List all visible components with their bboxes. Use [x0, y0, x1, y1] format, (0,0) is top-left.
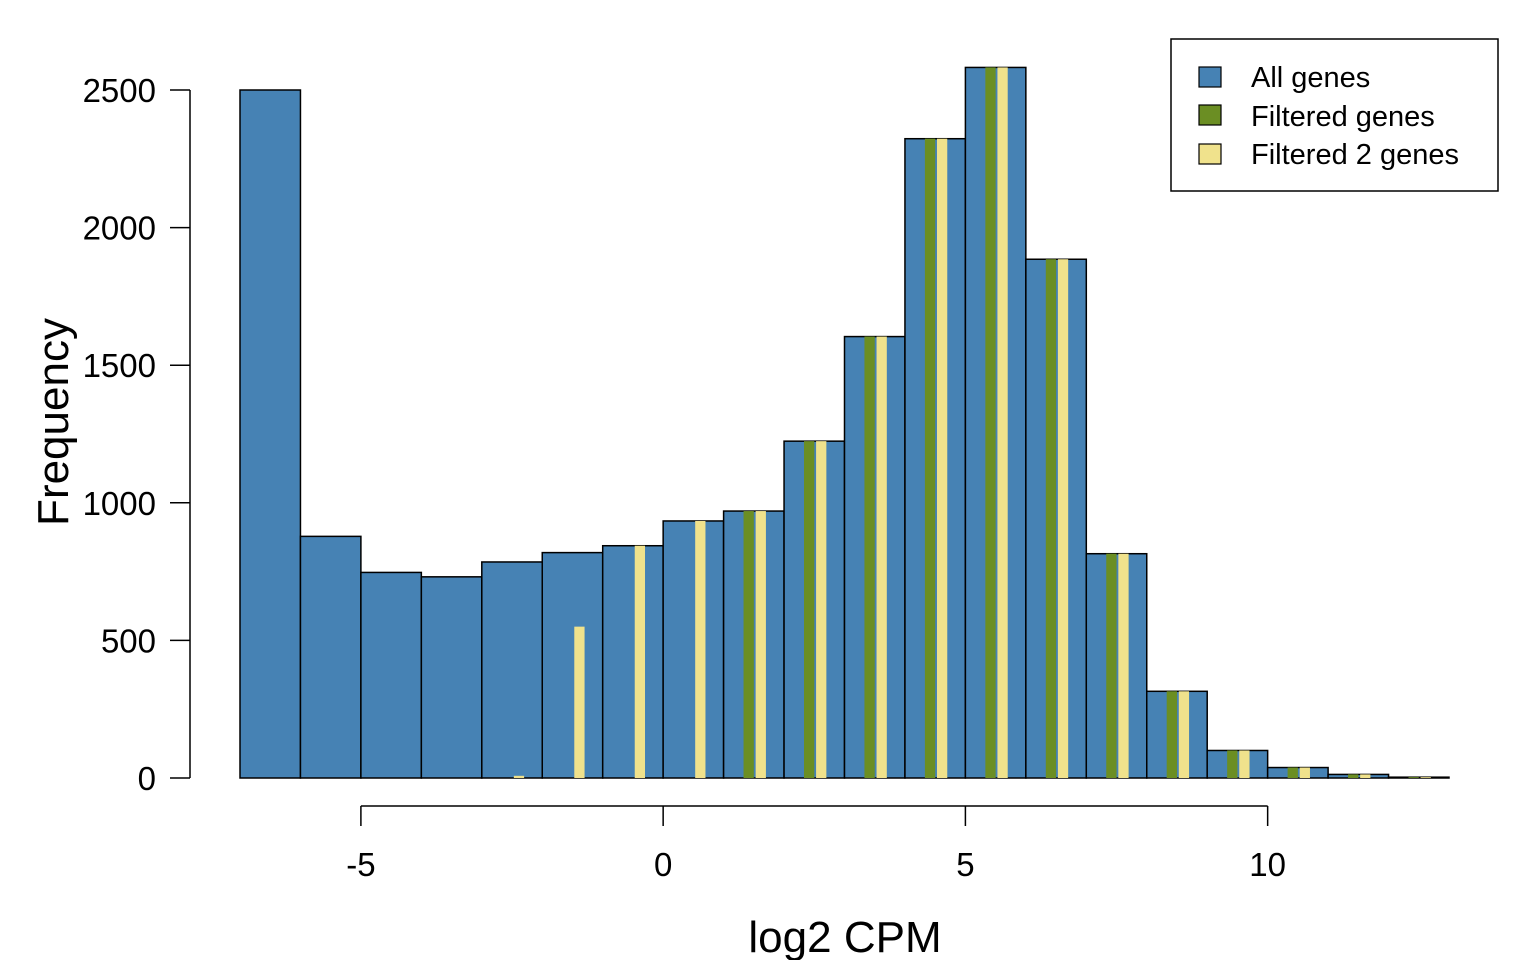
x-axis: -5 0 5 10	[346, 805, 1286, 883]
bar-filtered-2-genes	[1420, 777, 1431, 778]
bar-filtered-2-genes	[1178, 691, 1190, 778]
bar-filtered-genes	[743, 511, 754, 778]
bar-filtered-2-genes	[816, 441, 827, 778]
x-tick-label: 10	[1249, 846, 1286, 883]
x-tick-label: 5	[956, 846, 974, 883]
bar-filtered-genes	[1408, 777, 1419, 778]
bar-filtered-genes	[1106, 553, 1117, 778]
bar-filtered-genes	[1348, 774, 1359, 778]
y-axis-label: Frequency	[29, 318, 78, 526]
bar-filtered-2-genes	[1239, 750, 1250, 778]
bar-filtered-2-genes	[936, 138, 948, 779]
bar-all-genes	[239, 89, 302, 779]
y-tick-label: 2500	[83, 72, 156, 109]
bar-filtered-2-genes	[574, 626, 585, 778]
filtered-genes-bars	[743, 67, 1419, 779]
y-tick-label: 0	[138, 760, 156, 797]
bar-filtered-2-genes	[1118, 553, 1129, 778]
legend-label-filtered-2-genes: Filtered 2 genes	[1251, 139, 1459, 171]
bar-all-genes	[601, 544, 664, 779]
bar-all-genes	[783, 440, 846, 779]
bar-all-genes	[481, 561, 543, 779]
legend-swatch-all-genes	[1198, 66, 1222, 88]
x-tick-label: -5	[346, 846, 375, 883]
legend-label-all-genes: All genes	[1251, 62, 1370, 94]
bar-all-genes	[360, 571, 423, 779]
x-tick-label: 0	[654, 846, 672, 883]
y-tick-label: 1500	[83, 347, 156, 384]
bar-filtered-2-genes	[1057, 259, 1069, 778]
bar-filtered-2-genes	[755, 511, 766, 778]
bar-filtered-genes	[803, 441, 815, 778]
bar-filtered-genes	[1166, 691, 1177, 778]
bar-all-genes	[541, 551, 604, 779]
bar-filtered-2-genes	[1299, 767, 1310, 778]
bar-filtered-genes	[924, 138, 936, 779]
y-tick-label: 1000	[83, 485, 156, 522]
y-axis: 0 500 1000 1500 2000 2500	[83, 72, 191, 797]
x-axis-label: log2 CPM	[748, 913, 941, 960]
bar-filtered-2-genes	[634, 545, 646, 778]
bar-all-genes	[662, 520, 725, 779]
legend: All genes Filtered genes Filtered 2 gene…	[1170, 38, 1499, 192]
legend-swatch-filtered-2-genes	[1198, 143, 1222, 165]
bar-filtered-2-genes	[695, 520, 706, 778]
bar-filtered-genes	[1287, 767, 1298, 778]
bar-filtered-genes	[1045, 259, 1057, 778]
bar-all-genes	[420, 576, 483, 779]
bar-filtered-2-genes	[1360, 774, 1371, 778]
filtered-2-genes-bars	[513, 67, 1431, 779]
bar-filtered-2-genes	[876, 336, 887, 778]
bar-filtered-2-genes	[513, 775, 525, 778]
bar-filtered-genes	[985, 67, 996, 779]
y-tick-label: 500	[101, 622, 156, 659]
legend-label-filtered-genes: Filtered genes	[1251, 101, 1435, 133]
bar-filtered-2-genes	[997, 67, 1008, 779]
legend-swatch-filtered-genes	[1198, 104, 1222, 126]
bar-all-genes	[299, 535, 362, 779]
bar-filtered-genes	[864, 336, 875, 778]
legend-box	[1170, 38, 1499, 192]
bar-all-genes	[904, 137, 967, 779]
y-tick-label: 2000	[83, 210, 156, 247]
bar-filtered-genes	[1227, 750, 1238, 778]
